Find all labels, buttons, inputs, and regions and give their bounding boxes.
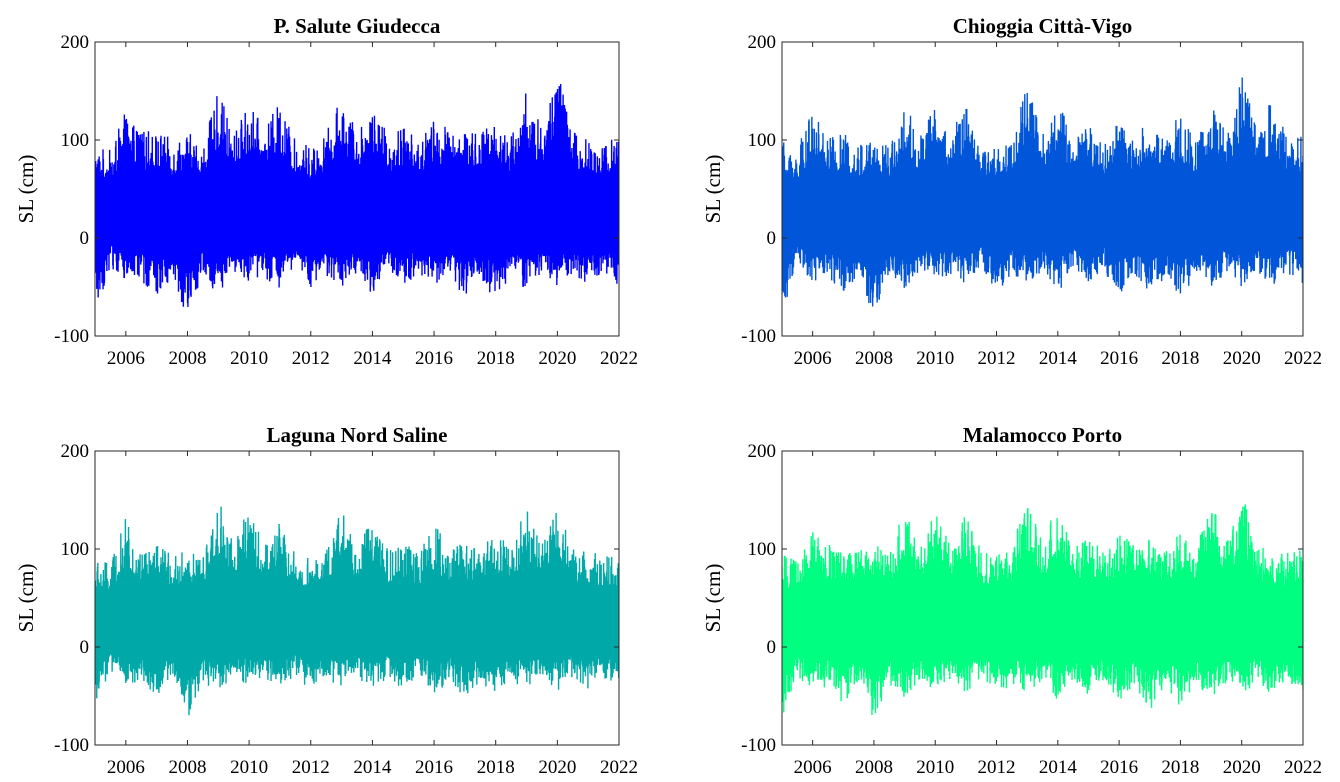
y-tick-label: 0 <box>767 228 777 249</box>
y-tick-label: 100 <box>61 539 90 560</box>
x-tick-label: 2006 <box>107 348 145 369</box>
x-tick-label: 2018 <box>477 348 515 369</box>
y-tick-label: 200 <box>61 441 90 462</box>
x-tick-label: 2016 <box>1100 348 1138 369</box>
x-tick-label: 2012 <box>292 348 330 369</box>
y-tick-label: -100 <box>54 735 89 756</box>
x-tick-label: 2008 <box>168 348 206 369</box>
axes-box <box>781 450 1304 746</box>
x-tick-label: 2016 <box>415 348 453 369</box>
y-tick-label: 100 <box>748 539 777 560</box>
y-tick-label: 0 <box>80 228 90 249</box>
chart-title: P. Salute Giudecca <box>274 14 441 38</box>
chart-panel: -100 0 100 200 2006 2008 2010 2012 2014 2016 2018 2… <box>701 423 1322 778</box>
x-tick-label: 2018 <box>1161 348 1199 369</box>
x-tick-label: 2014 <box>1039 348 1078 369</box>
x-tick-label: 2008 <box>168 757 206 778</box>
y-tick-label: -100 <box>741 326 776 347</box>
series-line <box>782 77 1303 307</box>
y-tick-label: 200 <box>61 32 90 53</box>
x-tick-label: 2006 <box>107 757 145 778</box>
x-tick-label: 2012 <box>978 348 1016 369</box>
series-line <box>95 506 619 716</box>
y-tick-label: 0 <box>767 637 777 658</box>
x-tick-label: 2022 <box>600 348 638 369</box>
x-tick-label: 2020 <box>538 757 576 778</box>
axes-box <box>94 41 620 337</box>
x-tick-label: 2008 <box>855 348 893 369</box>
y-axis-label: SL (cm) <box>701 564 725 633</box>
x-tick-label: 2010 <box>230 757 268 778</box>
y-tick-label: 200 <box>748 32 777 53</box>
chart-title: Laguna Nord Saline <box>267 423 448 447</box>
y-tick-label: -100 <box>741 735 776 756</box>
x-tick-label: 2008 <box>855 757 893 778</box>
y-axis-label: SL (cm) <box>14 155 38 224</box>
x-tick-label: 2010 <box>916 348 954 369</box>
chart-panel: -100 0 100 200 2006 2008 2010 2012 2014 2016 2018 2… <box>14 423 638 778</box>
x-tick-label: 2014 <box>1039 757 1078 778</box>
x-tick-label: 2012 <box>292 757 330 778</box>
chart-panel: -100 0 100 200 2006 2008 2010 2012 2014 2016 2018 2… <box>14 14 638 369</box>
x-tick-label: 2016 <box>415 757 453 778</box>
x-tick-label: 2016 <box>1100 757 1138 778</box>
x-tick-label: 2020 <box>538 348 576 369</box>
x-tick-label: 2006 <box>794 348 832 369</box>
x-tick-label: 2018 <box>1161 757 1199 778</box>
x-tick-label: 2006 <box>794 757 832 778</box>
axes-box <box>94 450 620 746</box>
chart-title: Chioggia Città-Vigo <box>953 14 1132 38</box>
axes-box <box>781 41 1304 337</box>
y-tick-label: 100 <box>748 130 777 151</box>
x-tick-label: 2022 <box>1284 757 1322 778</box>
x-tick-label: 2022 <box>600 757 638 778</box>
x-tick-label: 2012 <box>978 757 1016 778</box>
x-tick-label: 2022 <box>1284 348 1322 369</box>
series-line <box>782 504 1303 716</box>
chart-title: Malamocco Porto <box>963 423 1122 447</box>
x-tick-label: 2020 <box>1223 757 1261 778</box>
y-axis-label: SL (cm) <box>14 564 38 633</box>
x-tick-label: 2010 <box>916 757 954 778</box>
series-line <box>95 83 619 307</box>
x-tick-label: 2018 <box>477 757 515 778</box>
y-tick-label: 200 <box>748 441 777 462</box>
y-tick-label: 0 <box>80 637 90 658</box>
x-tick-label: 2014 <box>353 757 392 778</box>
x-tick-label: 2010 <box>230 348 268 369</box>
y-axis-label: SL (cm) <box>701 155 725 224</box>
y-tick-label: 100 <box>61 130 90 151</box>
y-tick-label: -100 <box>54 326 89 347</box>
x-tick-label: 2020 <box>1223 348 1261 369</box>
chart-panel: -100 0 100 200 2006 2008 2010 2012 2014 2016 2018 2… <box>701 14 1322 369</box>
x-tick-label: 2014 <box>353 348 392 369</box>
